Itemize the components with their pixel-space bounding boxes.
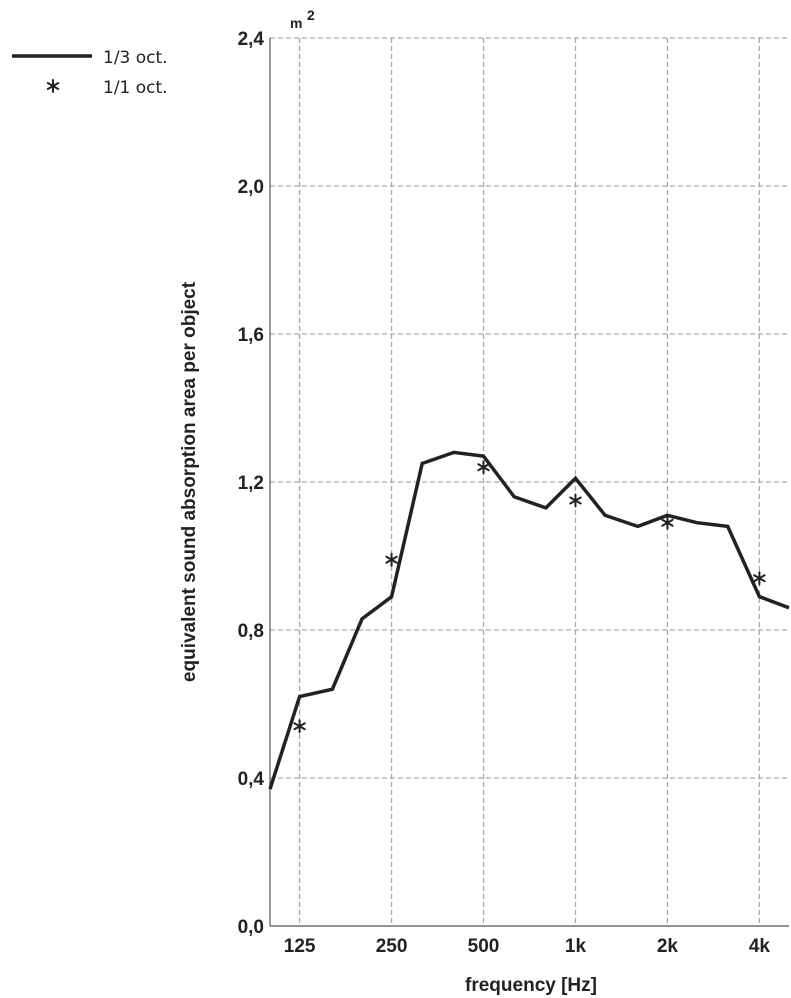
x-tick-label: 2k (657, 936, 679, 957)
data-point-octave (661, 515, 674, 530)
data-point-octave (293, 719, 306, 734)
y-unit-label: m (290, 15, 302, 31)
data-point-octave (753, 571, 766, 586)
x-axis-title: frequency [Hz] (465, 975, 597, 996)
x-tick-label: 4k (749, 936, 771, 957)
legend: 1/3 oct. 1/1 oct. (12, 48, 168, 98)
x-tick-label: 1k (565, 936, 587, 957)
y-tick-label: 0,0 (238, 917, 264, 938)
legend-label-octave: 1/1 oct. (103, 78, 168, 98)
x-tick-label: 250 (376, 936, 408, 957)
series-line-third-octave (268, 450, 790, 790)
legend-asterisk-icon (46, 79, 60, 93)
x-tick-label: 500 (468, 936, 500, 957)
legend-label-third-octave: 1/3 oct. (103, 48, 168, 68)
data-point-octave (477, 460, 490, 475)
x-tick-label: 125 (284, 936, 316, 957)
data-point-octave (569, 493, 582, 508)
y-tick-label: 1,2 (238, 473, 264, 494)
series-layer (268, 450, 790, 790)
y-unit-exponent: 2 (307, 7, 315, 23)
y-tick-label: 0,4 (238, 769, 265, 790)
y-tick-label: 2,4 (238, 29, 265, 50)
data-point-octave (385, 552, 398, 567)
y-tick-label: 2,0 (238, 177, 264, 198)
y-tick-label: 1,6 (238, 325, 264, 346)
grid (270, 37, 789, 926)
y-tick-label: 0,8 (238, 621, 264, 642)
y-axis-title: equivalent sound absorption area per obj… (179, 281, 200, 682)
axes: 0,0 0,4 0,8 1,2 1,6 2,0 2,4 125 250 500 1k 2k 4k m 2 fr… (179, 7, 789, 996)
